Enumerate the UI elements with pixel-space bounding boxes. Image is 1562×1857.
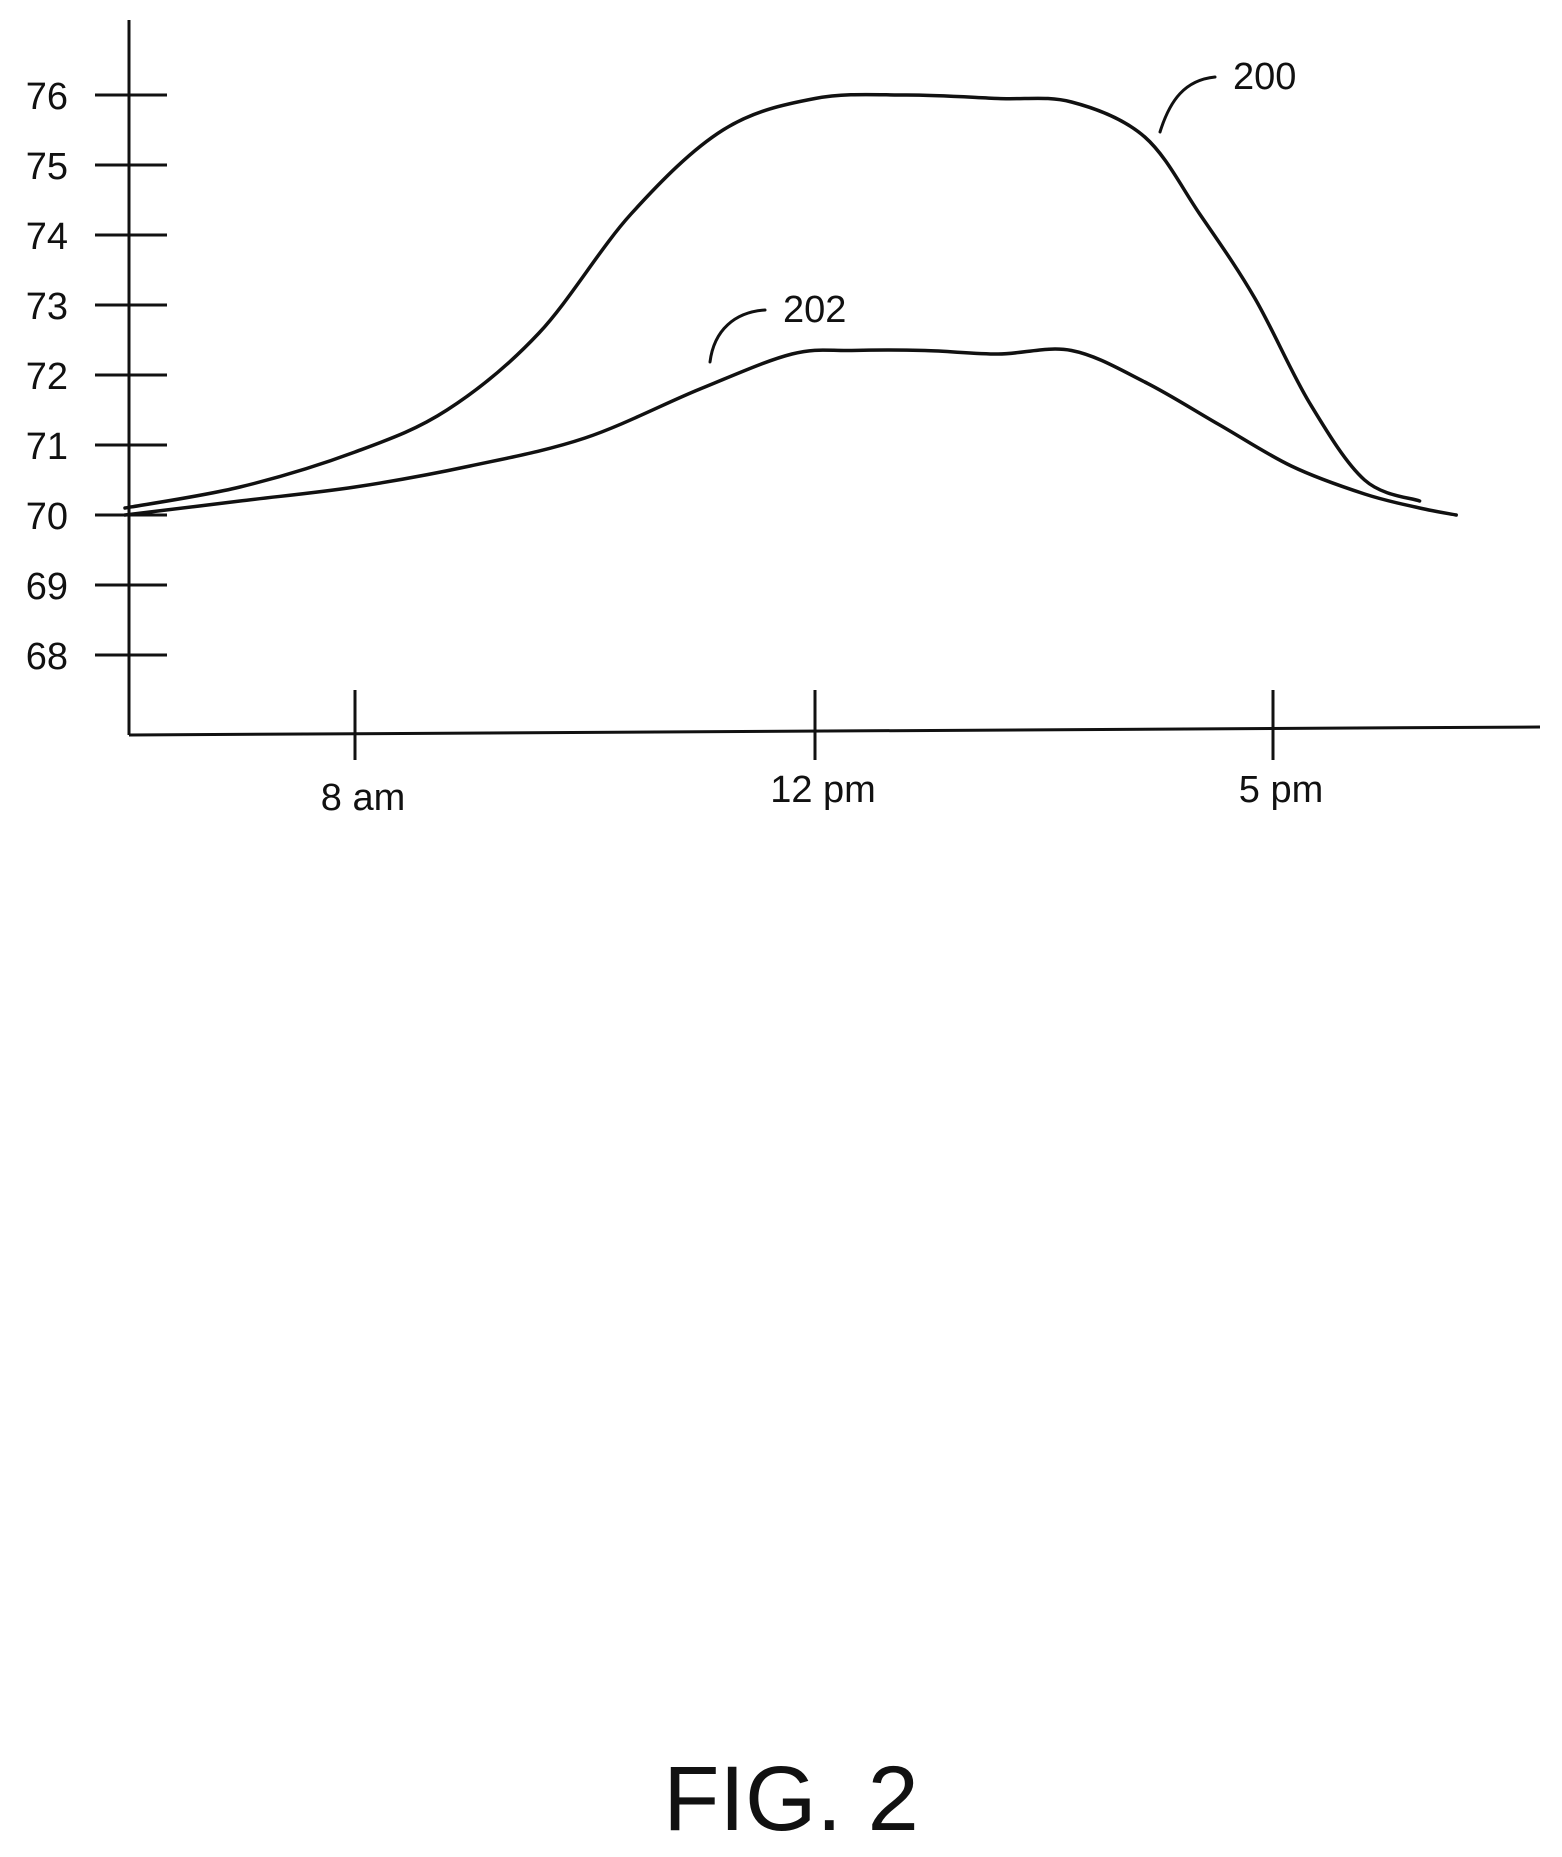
x-tick-label: 12 pm — [770, 769, 876, 811]
y-tick-label: 69 — [26, 566, 68, 608]
figure-label: FIG. 2 — [663, 1748, 919, 1850]
series-202-reference-label: 202 — [783, 289, 846, 331]
x-axis-line — [128, 725, 1541, 737]
x-tick-label: 8 am — [321, 777, 405, 819]
y-tick-label: 75 — [26, 146, 68, 188]
y-tick-label: 76 — [26, 76, 68, 118]
y-tick-label: 70 — [26, 496, 68, 538]
x-axis-ticks: 8 am 12 pm 5 pm — [321, 690, 1323, 819]
y-axis-ticks: 76 75 74 73 72 71 70 69 68 — [26, 76, 167, 678]
series-202-leader — [708, 308, 767, 364]
series-200-reference-label: 200 — [1233, 56, 1296, 98]
y-tick-label: 71 — [26, 426, 68, 468]
series-200-leader — [1158, 75, 1217, 134]
y-tick-label: 73 — [26, 286, 68, 328]
series-layer — [123, 92, 1458, 517]
series-200-line — [123, 92, 1422, 510]
y-tick-label: 74 — [26, 216, 68, 258]
series-202-line — [123, 347, 1458, 517]
y-tick-label: 68 — [26, 636, 68, 678]
x-tick-label: 5 pm — [1239, 769, 1323, 811]
y-tick-label: 72 — [26, 356, 68, 398]
